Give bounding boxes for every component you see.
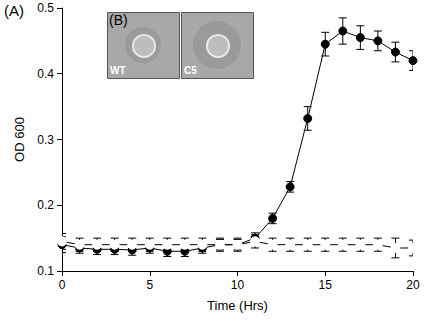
- svg-text:OD 600: OD 600: [12, 117, 27, 162]
- svg-text:0.1: 0.1: [37, 264, 54, 278]
- svg-text:0.5: 0.5: [37, 1, 54, 15]
- svg-text:Time (Hrs): Time (Hrs): [207, 298, 268, 313]
- svg-text:0: 0: [59, 278, 66, 292]
- svg-text:(B): (B): [109, 12, 128, 28]
- svg-text:5: 5: [146, 278, 153, 292]
- svg-text:20: 20: [406, 278, 420, 292]
- svg-text:C5: C5: [184, 65, 197, 76]
- svg-text:0.4: 0.4: [37, 67, 54, 81]
- svg-text:0.2: 0.2: [37, 198, 54, 212]
- svg-text:WT: WT: [110, 65, 126, 76]
- svg-text:0.3: 0.3: [37, 133, 54, 147]
- svg-text:(A): (A): [4, 2, 24, 19]
- svg-text:15: 15: [319, 278, 333, 292]
- svg-text:10: 10: [231, 278, 245, 292]
